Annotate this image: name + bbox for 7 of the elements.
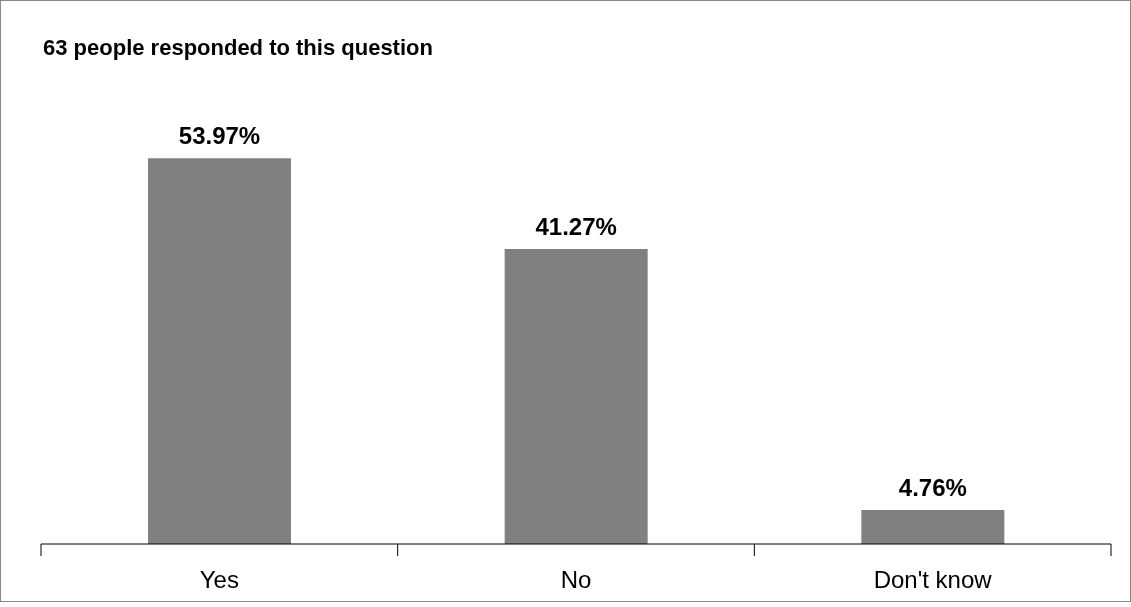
x-tick-label: Yes <box>199 566 239 593</box>
data-label: 4.76% <box>898 473 967 501</box>
chart-title: 63 people responded to this question <box>43 35 433 61</box>
data-label: 41.27% <box>535 212 617 240</box>
data-label: 53.97% <box>178 122 261 150</box>
x-tick-label: Don't know <box>873 566 993 593</box>
x-tick-label: No <box>560 566 592 593</box>
